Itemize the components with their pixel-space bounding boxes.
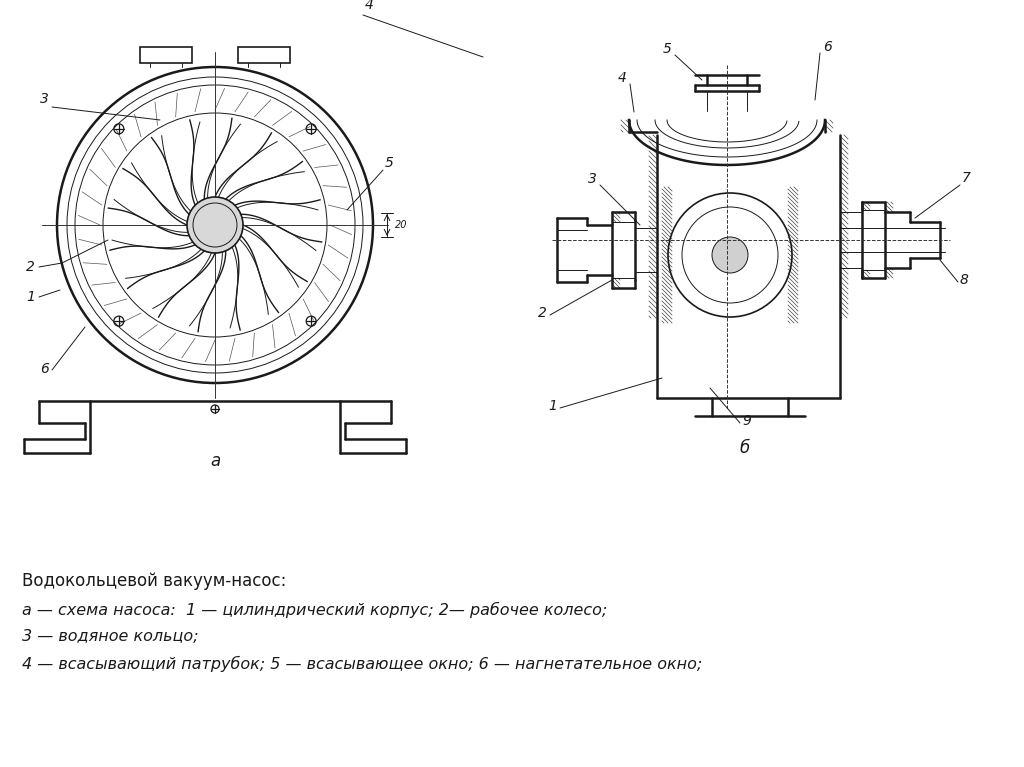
Circle shape [712,237,748,273]
Text: 4: 4 [365,0,374,12]
Text: 9: 9 [742,414,751,428]
Text: 3: 3 [588,172,597,186]
Text: 4 — всасывающий патрубок; 5 — всасывающее окно; 6 — нагнетательное окно;: 4 — всасывающий патрубок; 5 — всасывающе… [22,656,702,672]
Circle shape [187,197,243,253]
Text: 20: 20 [395,220,408,230]
Text: б: б [740,439,751,457]
Text: 2: 2 [539,306,547,320]
Text: Водокольцевой вакуум-насос:: Водокольцевой вакуум-насос: [22,572,287,590]
Text: а — схема насоса:  1 — цилиндрический корпус; 2— рабочее колесо;: а — схема насоса: 1 — цилиндрический кор… [22,602,607,618]
Text: 3: 3 [40,92,49,106]
Text: 5: 5 [385,156,394,170]
Text: 2: 2 [27,260,35,274]
Text: 3 — водяное кольцо;: 3 — водяное кольцо; [22,629,199,644]
Text: 7: 7 [962,171,971,185]
Text: 1: 1 [548,399,557,413]
Bar [238,47,290,63]
Text: 4: 4 [618,71,627,85]
Text: а: а [210,452,220,470]
Text: 1: 1 [27,290,35,304]
Text: 6: 6 [823,40,831,54]
Bar [140,47,193,63]
Text: 6: 6 [40,362,49,376]
Text: 8: 8 [961,273,969,287]
Text: 5: 5 [664,42,672,56]
